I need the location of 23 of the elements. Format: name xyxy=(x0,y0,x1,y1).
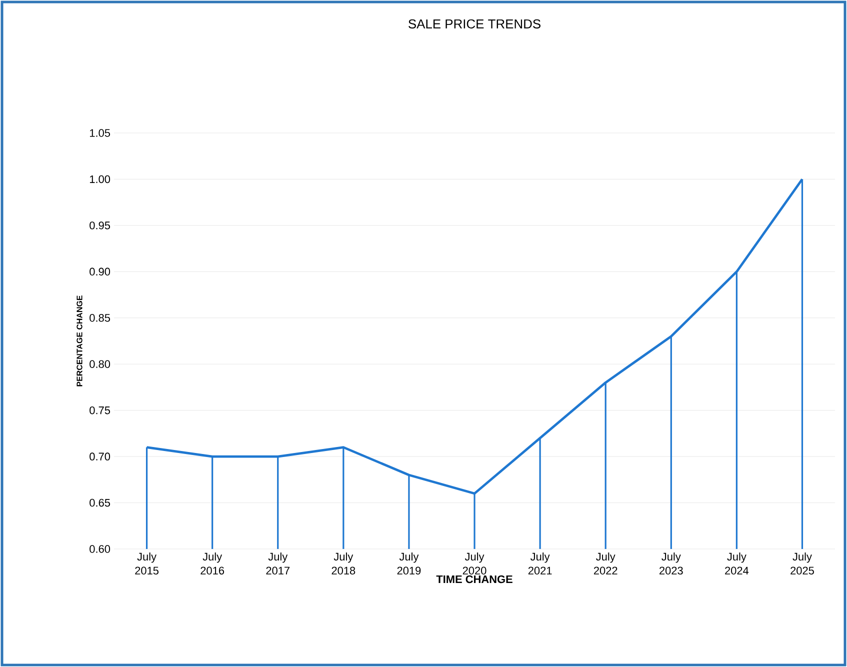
x-tick-label: July 2023 xyxy=(660,552,683,575)
x-tick-label: July 2017 xyxy=(266,552,290,575)
y-tick-label: 0.60 xyxy=(90,545,110,553)
y-tick-label: 0.75 xyxy=(90,406,110,414)
x-axis-title: TIME CHANGE xyxy=(436,575,512,584)
x-tick-label: July 2018 xyxy=(332,552,356,575)
y-tick-label: 0.70 xyxy=(90,452,110,460)
y-tick-label: 0.80 xyxy=(90,360,110,368)
x-tick-label: July 2024 xyxy=(725,552,749,575)
x-tick-label: July 2022 xyxy=(594,552,618,575)
chart-title: SALE PRICE TRENDS xyxy=(408,19,540,28)
y-tick-label: 1.05 xyxy=(90,129,110,137)
x-tick-label: July 2015 xyxy=(135,552,158,575)
y-tick-label: 1.00 xyxy=(90,175,110,184)
x-tick-label: July 2016 xyxy=(200,552,224,575)
x-tick-label: July 2021 xyxy=(528,552,552,575)
x-tick-label: July 2020 xyxy=(462,552,486,575)
y-tick-label: 0.85 xyxy=(90,314,110,322)
y-tick-label: 0.95 xyxy=(90,222,110,230)
x-tick-label: July 2019 xyxy=(397,552,421,575)
y-tick-label: 0.65 xyxy=(90,498,110,507)
y-tick-label: 0.90 xyxy=(90,268,110,276)
x-tick-label: July 2025 xyxy=(790,552,814,575)
